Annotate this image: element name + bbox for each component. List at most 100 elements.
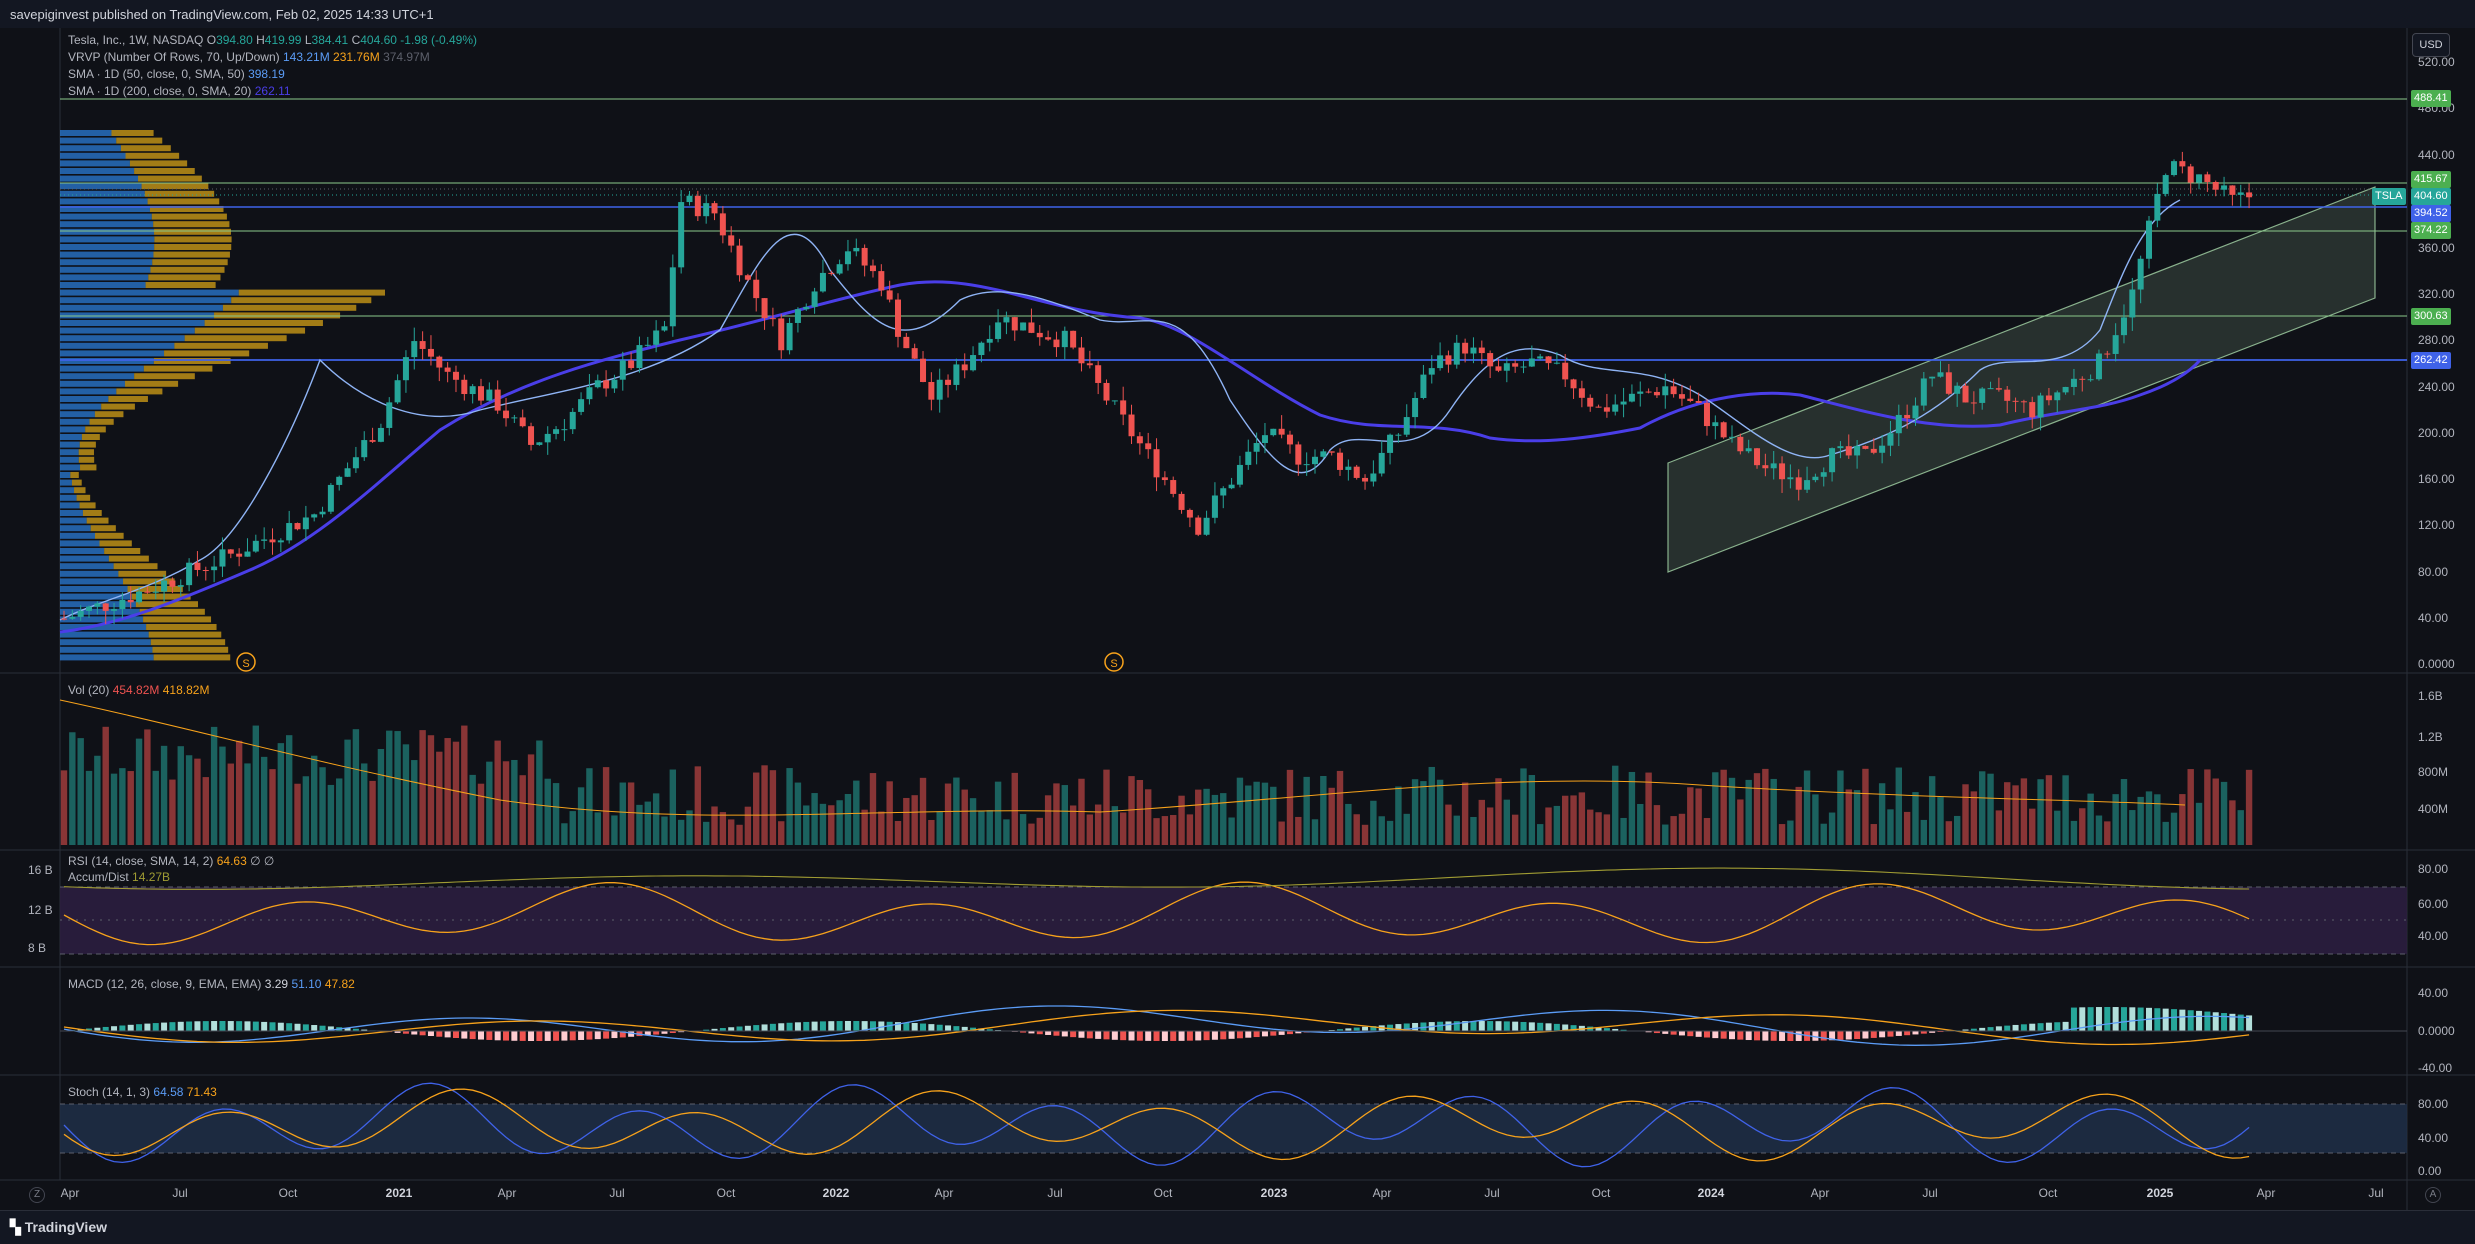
- profile-up-row: [60, 571, 118, 577]
- candle-body: [636, 345, 642, 368]
- profile-down-row: [109, 556, 149, 562]
- profile-down-row: [154, 236, 231, 242]
- volume-bar: [1821, 824, 1827, 845]
- price-axis-label: 320.00: [2418, 287, 2455, 301]
- profile-up-row: [60, 138, 116, 144]
- zoom-toggle[interactable]: Z: [29, 1187, 45, 1203]
- stoch-legend[interactable]: Stoch (14, 1, 3) 64.58 71.43: [68, 1085, 217, 1099]
- volume-bar: [603, 767, 609, 845]
- macd-bar: [511, 1031, 517, 1041]
- price-tag-374: 374.22: [2411, 222, 2451, 239]
- macd-bar: [436, 1031, 442, 1037]
- candle-body: [2013, 401, 2019, 402]
- macd-bar: [1245, 1031, 1251, 1038]
- candle-body: [895, 300, 901, 337]
- macd-bar: [2004, 1026, 2010, 1031]
- vrvp-legend[interactable]: VRVP (Number Of Rows, 70, Up/Down) 143.2…: [68, 50, 430, 64]
- candle-body: [887, 290, 893, 299]
- macd-legend[interactable]: MACD (12, 26, close, 9, EMA, EMA) 3.29 5…: [68, 977, 355, 991]
- publish-info: savepiginvest published on TradingView.c…: [10, 7, 434, 22]
- candle-body: [1988, 388, 1994, 389]
- volume-bar: [1295, 817, 1301, 845]
- macd-bar: [920, 1024, 926, 1031]
- volume-bar: [1237, 778, 1243, 845]
- sma200-legend[interactable]: SMA · 1D (200, close, 0, SMA, 20) 262.11: [68, 84, 291, 98]
- candle-body: [1395, 435, 1401, 436]
- macd-bar: [1220, 1031, 1226, 1039]
- price-tag-300: 300.63: [2411, 308, 2451, 325]
- footer: ▚TradingView: [0, 1210, 2475, 1244]
- low-label: L: [305, 33, 312, 47]
- candle-body: [2171, 161, 2177, 175]
- price-tag-488: 488.41: [2411, 90, 2451, 107]
- volume-bar: [1103, 770, 1109, 845]
- volume-bar: [2062, 775, 2068, 845]
- candle-body: [1762, 465, 1768, 468]
- volume-legend[interactable]: Vol (20) 454.82M 418.82M: [68, 683, 209, 697]
- macd-bar: [286, 1023, 292, 1031]
- volume-bar: [1595, 812, 1601, 845]
- volume-bar: [728, 819, 734, 845]
- candle-body: [745, 275, 751, 279]
- macd-bar: [1871, 1031, 1877, 1038]
- profile-down-row: [149, 632, 222, 638]
- candle-body: [236, 554, 242, 557]
- candle-body: [553, 429, 559, 434]
- candle-body: [2046, 395, 2052, 400]
- volume-bar: [1929, 776, 1935, 845]
- volume-bar: [1404, 814, 1410, 845]
- profile-up-row: [60, 578, 123, 584]
- candle-body: [1312, 457, 1318, 464]
- symbol-legend[interactable]: Tesla, Inc., 1W, NASDAQ O394.80 H419.99 …: [68, 33, 477, 47]
- candle-body: [1354, 467, 1360, 478]
- sma50-value: 398.19: [248, 67, 285, 81]
- volume-bar: [469, 775, 475, 845]
- sma50-legend[interactable]: SMA · 1D (50, close, 0, SMA, 50) 398.19: [68, 67, 285, 81]
- candle-body: [812, 291, 818, 306]
- volume-bar: [1062, 785, 1068, 845]
- macd-bar: [1212, 1031, 1218, 1040]
- candle-body: [1337, 453, 1343, 470]
- candle-body: [1162, 477, 1168, 480]
- candle-body: [595, 380, 601, 387]
- candle-body: [136, 592, 142, 603]
- volume-bar: [2046, 775, 2052, 845]
- macd-bar: [1887, 1031, 1893, 1037]
- volume-bar: [1053, 783, 1059, 845]
- candle-body: [2121, 317, 2127, 335]
- profile-down-row: [214, 312, 340, 318]
- auto-scale-toggle[interactable]: A: [2425, 1187, 2441, 1203]
- volume-bar: [2246, 770, 2252, 845]
- macd-bar: [1537, 1023, 1543, 1031]
- candle-body: [211, 567, 217, 571]
- tradingview-logo[interactable]: ▚TradingView: [10, 1219, 107, 1236]
- volume-bar: [1095, 805, 1101, 845]
- macd-bar: [2021, 1024, 2027, 1031]
- candle-body: [470, 386, 476, 394]
- price-chart[interactable]: S S: [0, 28, 2475, 1210]
- candle-body: [1370, 473, 1376, 481]
- macd-bar: [1729, 1031, 1735, 1039]
- macd-bar: [2104, 1007, 2110, 1031]
- rsi-legend[interactable]: RSI (14, close, SMA, 14, 2) 64.63 ∅ ∅: [68, 854, 274, 868]
- volume-bar: [1495, 778, 1501, 845]
- candle-body: [586, 387, 592, 399]
- profile-down-row: [79, 449, 94, 455]
- macd-bar: [228, 1021, 234, 1031]
- profile-up-row: [60, 533, 95, 539]
- brand-name: TradingView: [25, 1219, 107, 1235]
- candle-body: [311, 514, 317, 517]
- price-axis-label: 0.0000: [2418, 657, 2455, 671]
- candle-body: [1946, 372, 1952, 393]
- macd-bar: [2071, 1008, 2077, 1031]
- profile-up-row: [60, 130, 111, 136]
- candle-body: [2088, 379, 2094, 380]
- candle-body: [1671, 386, 1677, 394]
- candle-body: [528, 426, 534, 445]
- profile-down-row: [83, 510, 102, 516]
- volume-bar: [1220, 793, 1226, 845]
- volume-bar: [1037, 818, 1043, 845]
- currency-button[interactable]: USD: [2412, 33, 2450, 57]
- macd-bar: [545, 1031, 551, 1041]
- accum-dist-legend[interactable]: Accum/Dist 14.27B: [68, 870, 170, 884]
